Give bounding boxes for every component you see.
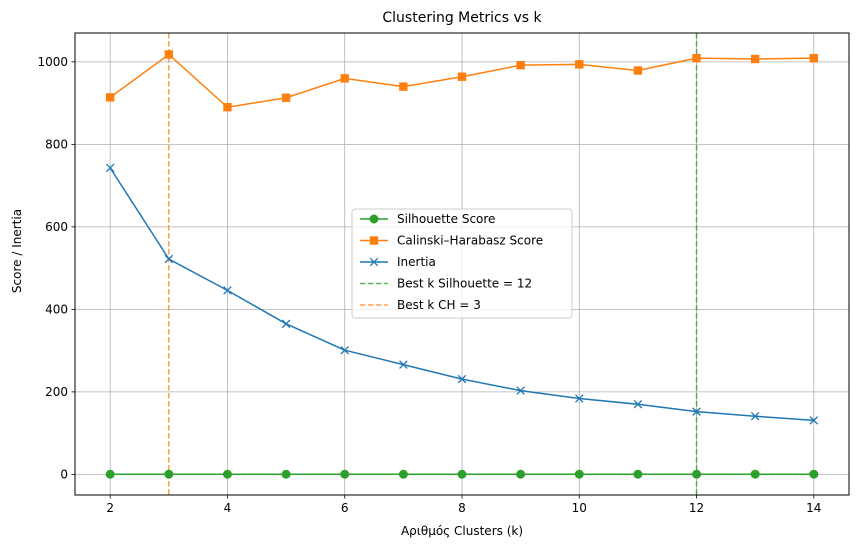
legend-box xyxy=(351,208,573,319)
y-tick-label: 200 xyxy=(45,385,68,399)
data-point xyxy=(633,399,643,409)
data-point xyxy=(750,54,760,64)
series xyxy=(105,469,819,479)
y-tick-label: 600 xyxy=(45,220,68,234)
data-point xyxy=(399,360,408,369)
data-point xyxy=(340,345,349,355)
data-point xyxy=(516,469,526,479)
data-point xyxy=(692,469,702,479)
series xyxy=(105,163,819,425)
reference-lines xyxy=(168,33,698,495)
data-point xyxy=(692,53,701,63)
series xyxy=(105,50,819,112)
data-point xyxy=(281,319,291,329)
data-point xyxy=(222,469,232,479)
legend: Silhouette Score Calinski–Harabasz Score I… xyxy=(351,208,573,319)
x-tick-label: 12 xyxy=(689,501,704,515)
data-point xyxy=(457,72,467,81)
data-point xyxy=(340,469,350,479)
legend-marker xyxy=(369,236,379,245)
data-point xyxy=(399,82,408,91)
x-tick-label: 4 xyxy=(224,501,232,515)
data-point xyxy=(809,53,819,63)
y-axis-label: Score / Inertia xyxy=(10,209,24,293)
legend-label: Inertia xyxy=(397,255,436,269)
data-point xyxy=(457,374,467,384)
x-tick-label: 6 xyxy=(341,501,349,515)
data-point xyxy=(398,469,408,479)
y-tick-label: 400 xyxy=(45,302,68,316)
data-point xyxy=(105,163,115,173)
data-point xyxy=(809,469,819,479)
data-point xyxy=(223,286,232,295)
data-point xyxy=(340,74,349,83)
data-point xyxy=(633,66,643,75)
chart-title: Clustering Metrics vs k xyxy=(382,10,542,26)
y-tick-label: 0 xyxy=(60,467,68,481)
x-tick-label: 2 xyxy=(106,501,114,515)
data-point xyxy=(750,411,760,421)
data-point xyxy=(516,60,525,70)
series-group xyxy=(105,50,819,479)
data-point xyxy=(750,469,760,479)
data-point xyxy=(575,394,584,403)
legend-label: Best k Silhouette = 12 xyxy=(397,277,532,291)
legend-label: Silhouette Score xyxy=(397,212,495,226)
data-point xyxy=(164,50,174,59)
data-point xyxy=(575,60,584,69)
data-point xyxy=(457,469,467,479)
x-axis: 2 4 6 8 10 12 14 xyxy=(106,495,821,515)
legend-marker xyxy=(369,214,379,224)
data-point xyxy=(281,469,291,479)
x-axis-label: Αριθμός Clusters (k) xyxy=(401,524,523,538)
data-point xyxy=(164,469,174,479)
legend-marker xyxy=(369,257,379,267)
x-tick-label: 14 xyxy=(806,501,821,515)
data-point xyxy=(164,254,174,264)
y-tick-label: 800 xyxy=(45,137,68,151)
data-point xyxy=(809,416,819,425)
data-point xyxy=(105,469,115,479)
data-point xyxy=(633,469,643,479)
legend-label: Best k CH = 3 xyxy=(397,298,481,312)
data-point xyxy=(516,386,525,395)
x-tick-label: 8 xyxy=(458,501,466,515)
data-point xyxy=(105,93,115,102)
data-point xyxy=(574,469,584,479)
y-tick-label: 1000 xyxy=(37,55,68,69)
data-point xyxy=(281,93,291,102)
legend-label: Calinski–Harabasz Score xyxy=(397,234,543,248)
data-point xyxy=(223,103,232,112)
x-tick-label: 10 xyxy=(572,501,587,515)
data-point xyxy=(692,407,701,416)
y-axis: 0 200 400 600 800 1000 xyxy=(37,55,75,481)
